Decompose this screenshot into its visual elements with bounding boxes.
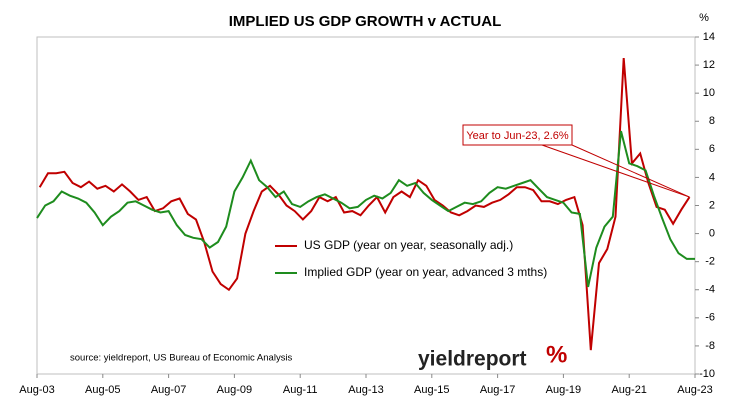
y-tick-label: 6 — [709, 143, 715, 155]
y-tick-label: 0 — [709, 227, 715, 239]
y-axis-label: % — [699, 12, 709, 24]
x-tick-label: Aug-19 — [546, 384, 581, 396]
y-tick-label: 4 — [709, 171, 715, 183]
x-tick-label: Aug-11 — [283, 384, 318, 396]
annotation-box — [462, 124, 573, 146]
annotation-leader — [571, 144, 690, 198]
series-line — [36, 130, 695, 288]
y-tick-label: -8 — [705, 340, 715, 352]
logo-text: yieldreport — [418, 348, 527, 371]
x-tick-label: Aug-05 — [85, 384, 120, 396]
x-tick-label: Aug-03 — [19, 384, 54, 396]
x-tick-label: Aug-07 — [151, 384, 186, 396]
source-note: source: yieldreport, US Bureau of Econom… — [70, 353, 293, 364]
logo-symbol: % — [546, 341, 567, 368]
plot-frame — [36, 36, 696, 375]
y-tick-label: 14 — [703, 31, 715, 43]
annotation-text: Year to Jun-23, 2.6% — [466, 130, 569, 142]
y-tick-label: 2 — [709, 199, 715, 211]
x-tick-label: Aug-23 — [677, 384, 712, 396]
y-tick-label: -2 — [705, 256, 715, 268]
x-tick-label: Aug-15 — [414, 384, 449, 396]
legend-label: US GDP (year on year, seasonally adj.) — [304, 238, 513, 252]
y-tick-label: -10 — [699, 368, 715, 380]
series-line — [38, 58, 691, 351]
annotation-leader — [541, 144, 690, 198]
x-tick-label: Aug-13 — [348, 384, 383, 396]
x-tick-label: Aug-17 — [480, 384, 515, 396]
y-tick-label: 12 — [703, 59, 715, 71]
y-tick-label: 8 — [709, 115, 715, 127]
x-tick-label: Aug-09 — [217, 384, 252, 396]
legend-label: Implied GDP (year on year, advanced 3 mt… — [304, 265, 547, 279]
chart-title: IMPLIED US GDP GROWTH v ACTUAL — [229, 13, 502, 30]
y-tick-label: -4 — [705, 284, 715, 296]
y-tick-label: 10 — [703, 87, 715, 99]
x-tick-label: Aug-21 — [611, 384, 646, 396]
y-tick-label: -6 — [705, 312, 715, 324]
